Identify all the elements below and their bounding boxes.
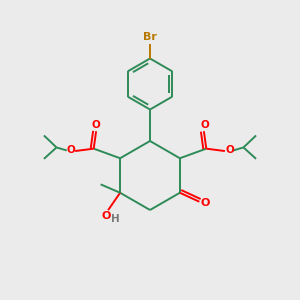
Text: H: H — [111, 214, 120, 224]
Text: O: O — [66, 145, 75, 155]
Text: O: O — [225, 145, 234, 155]
Text: Br: Br — [143, 32, 157, 43]
Text: O: O — [201, 198, 210, 208]
Text: O: O — [200, 120, 209, 130]
Text: O: O — [102, 211, 111, 220]
Text: O: O — [91, 120, 100, 130]
